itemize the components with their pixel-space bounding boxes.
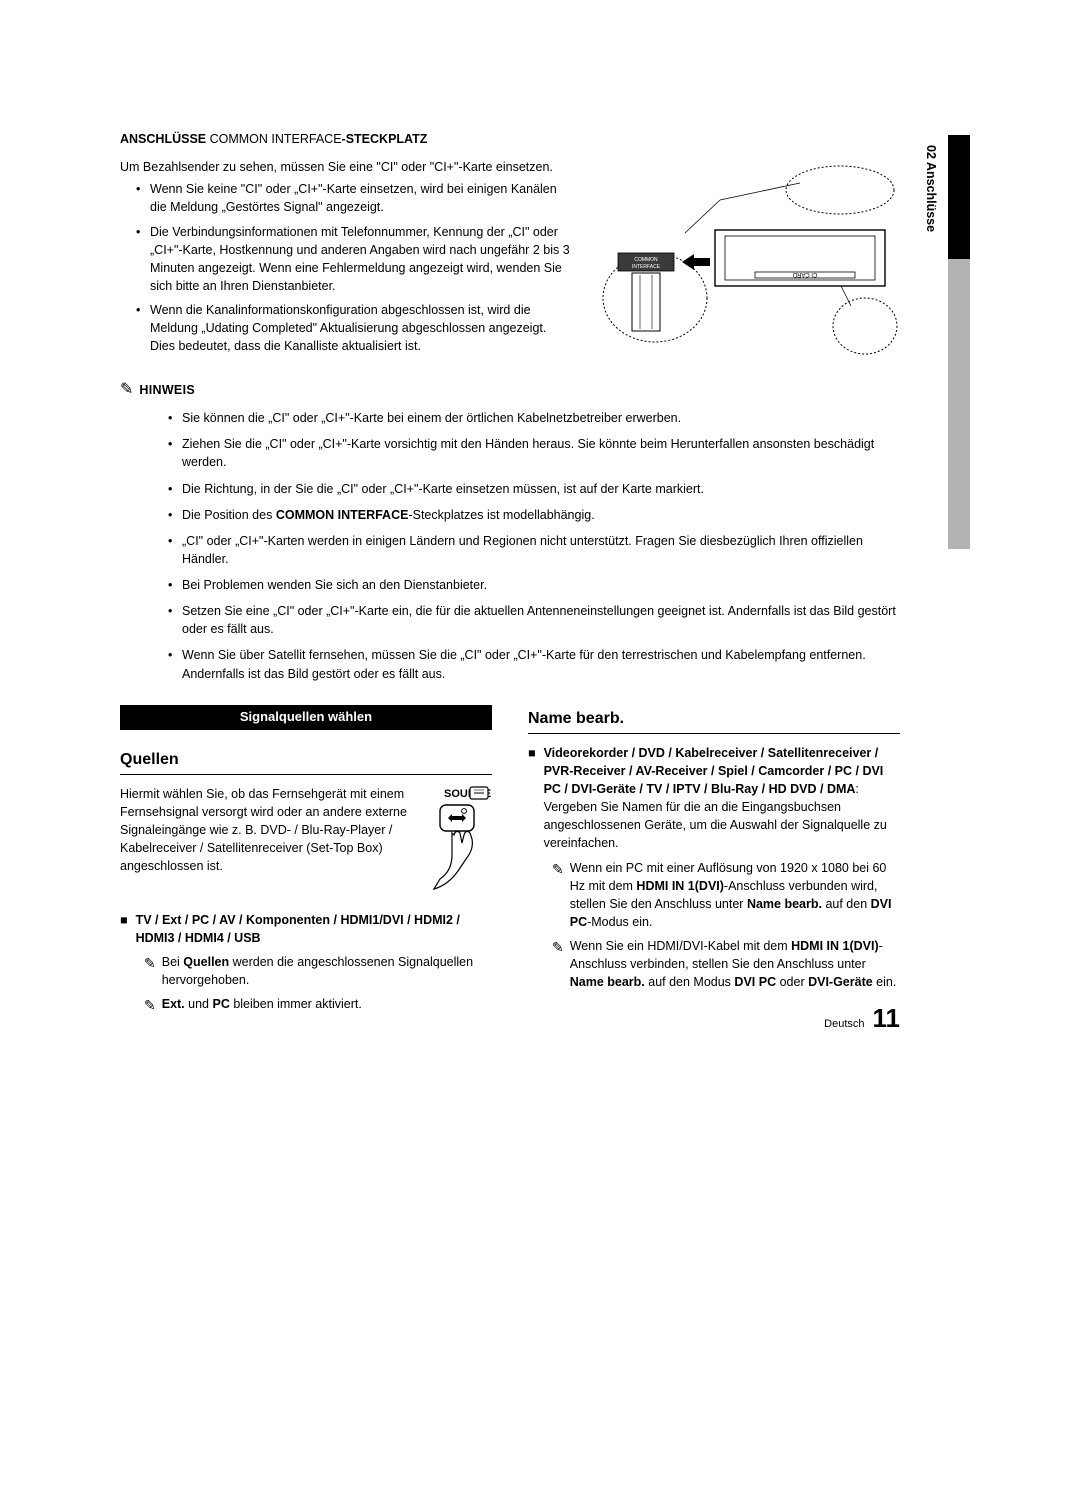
side-tab-label: 02 Anschlüsse (922, 145, 940, 232)
ci-bullet: Wenn Sie keine "CI" oder „CI+"-Karte ein… (136, 180, 572, 216)
svg-text:INTERFACE: INTERFACE (632, 264, 661, 270)
side-tab-gray (948, 259, 970, 549)
note-text: Bei Quellen werden die angeschlossenen S… (162, 953, 492, 989)
hinweis-item: Die Position des COMMON INTERFACE-Steckp… (168, 506, 900, 524)
name-bearb-heading: Name bearb. (528, 707, 900, 734)
title-part2: COMMON INTERFACE (206, 132, 341, 146)
ci-bullet-list: Wenn Sie keine "CI" oder „CI+"-Karte ein… (120, 180, 572, 355)
right-column: Name bearb. ■ Videorekorder / DVD / Kabe… (528, 705, 900, 1016)
card-label-text: CI CARD (792, 271, 817, 277)
two-column-section: Signalquellen wählen Quellen Hiermit wäh… (120, 705, 900, 1016)
note-icon: ✎ (144, 995, 156, 1015)
name-note: ✎ Wenn Sie ein HDMI/DVI-Kabel mit dem HD… (528, 937, 900, 991)
ci-section-title: ANSCHLÜSSE COMMON INTERFACE-STECKPLATZ (120, 130, 900, 148)
note-icon: ✎ (120, 378, 133, 401)
quellen-paragraph: Hiermit wählen Sie, ob das Fernsehgerät … (120, 785, 412, 901)
ci-card-diagram: CI CARD COMMON INTERFACE (590, 158, 900, 364)
svg-text:COMMON: COMMON (634, 257, 658, 263)
ci-intro-block: Um Bezahlsender zu sehen, müssen Sie ein… (120, 158, 900, 364)
quellen-note: ✎ Ext. und PC bleiben immer aktiviert. (120, 995, 492, 1015)
quellen-heading: Quellen (120, 748, 492, 775)
ci-bullet: Die Verbindungsinformationen mit Telefon… (136, 223, 572, 296)
source-list-text: TV / Ext / PC / AV / Komponenten / HDMI1… (136, 911, 492, 947)
footer-page-number: 11 (873, 1000, 901, 1038)
side-tab: 02 Anschlüsse (920, 135, 970, 555)
note-icon: ✎ (552, 937, 564, 991)
source-list-item: ■ TV / Ext / PC / AV / Komponenten / HDM… (120, 911, 492, 947)
hinweis-item: Sie können die „CI" oder „CI+"-Karte bei… (168, 409, 900, 427)
hinweis-item: Ziehen Sie die „CI" oder „CI+"-Karte vor… (168, 435, 900, 471)
title-part1: ANSCHLÜSSE (120, 132, 206, 146)
hinweis-item: Wenn Sie über Satellit fernsehen, müssen… (168, 646, 900, 682)
left-column: Signalquellen wählen Quellen Hiermit wäh… (120, 705, 492, 1016)
note-text: Ext. und PC bleiben immer aktiviert. (162, 995, 362, 1015)
title-part3: -STECKPLATZ (342, 132, 428, 146)
note-text: Wenn Sie ein HDMI/DVI-Kabel mit dem HDMI… (570, 937, 900, 991)
square-bullet-icon: ■ (528, 744, 536, 853)
quellen-content: Hiermit wählen Sie, ob das Fernsehgerät … (120, 785, 492, 901)
hinweis-item: Bei Problemen wenden Sie sich an den Die… (168, 576, 900, 594)
hinweis-heading: ✎ HINWEIS (120, 378, 900, 401)
square-bullet-icon: ■ (120, 911, 128, 947)
signal-bar: Signalquellen wählen (120, 705, 492, 730)
hinweis-item: Die Richtung, in der Sie die „CI" oder „… (168, 480, 900, 498)
hinweis-list: Sie können die „CI" oder „CI+"-Karte bei… (120, 409, 900, 683)
side-tab-highlight (948, 135, 970, 259)
name-note: ✎ Wenn ein PC mit einer Auflösung von 19… (528, 859, 900, 932)
name-list-item: ■ Videorekorder / DVD / Kabelreceiver / … (528, 744, 900, 853)
hinweis-item: „CI" oder „CI+"-Karten werden in einigen… (168, 532, 900, 568)
manual-page: 02 Anschlüsse ANSCHLÜSSE COMMON INTERFAC… (0, 0, 1080, 1075)
ci-bullet: Wenn die Kanalinformationskonfiguration … (136, 301, 572, 355)
page-footer: Deutsch 11 (824, 1000, 900, 1038)
name-list-text: Videorekorder / DVD / Kabelreceiver / Sa… (544, 744, 900, 853)
remote-source-icon: SOURCE (422, 785, 492, 901)
ci-intro-text: Um Bezahlsender zu sehen, müssen Sie ein… (120, 158, 572, 364)
note-text: Wenn ein PC mit einer Auflösung von 1920… (570, 859, 900, 932)
hinweis-item: Setzen Sie eine „CI" oder „CI+"-Karte ei… (168, 602, 900, 638)
ci-intro-paragraph: Um Bezahlsender zu sehen, müssen Sie ein… (120, 158, 572, 176)
note-icon: ✎ (144, 953, 156, 989)
note-icon: ✎ (552, 859, 564, 932)
quellen-note: ✎ Bei Quellen werden die angeschlossenen… (120, 953, 492, 989)
hinweis-label: HINWEIS (139, 381, 195, 399)
footer-language: Deutsch (824, 1017, 864, 1033)
